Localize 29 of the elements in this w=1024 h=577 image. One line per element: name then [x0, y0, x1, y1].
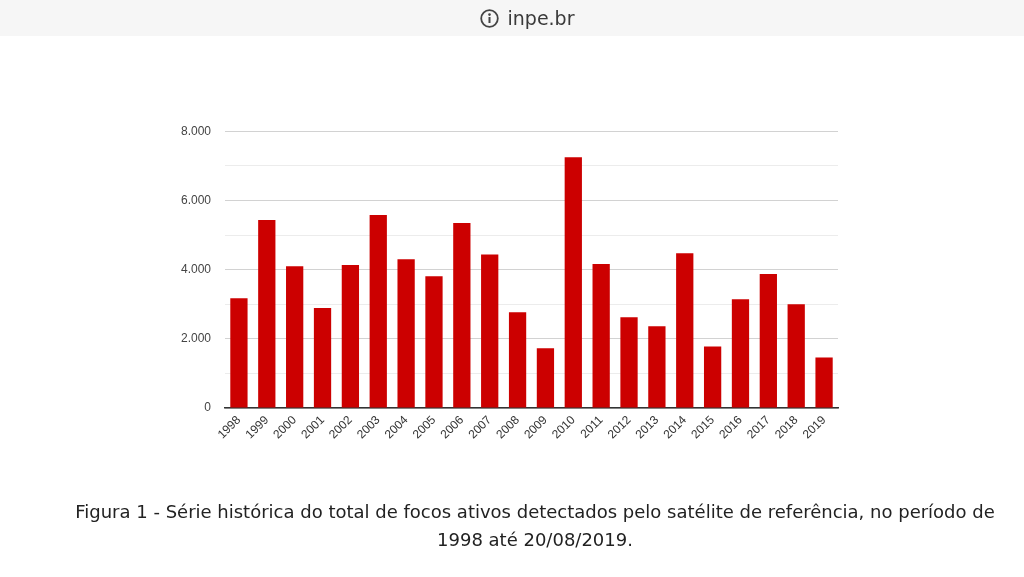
bar — [425, 276, 443, 408]
bar — [815, 357, 833, 408]
bar — [620, 317, 638, 408]
text: inpe.br — [507, 7, 575, 29]
bar — [536, 348, 555, 408]
bar — [453, 222, 471, 408]
bar — [341, 265, 360, 408]
bar — [369, 214, 387, 408]
bar — [703, 346, 722, 408]
bar — [759, 274, 777, 408]
bar — [648, 326, 666, 408]
bar — [481, 254, 499, 408]
y-tick-label: 4.000 — [180, 261, 212, 276]
y-tick-label: 2.000 — [180, 331, 212, 346]
bar — [787, 304, 805, 408]
bar — [731, 299, 750, 408]
text: Figura 1 - Série histórica do total de focos ativos detectados pelo satélite de referência, no período de 1998 até 20/08/2019. — [74, 500, 996, 552]
bar — [258, 220, 276, 408]
bar — [564, 157, 582, 408]
y-tick-label: 0 — [204, 400, 212, 415]
bar — [286, 266, 304, 408]
bar — [230, 298, 248, 408]
bar — [508, 312, 527, 408]
y-tick-label: 6.000 — [180, 192, 212, 207]
bar — [397, 259, 415, 408]
y-tick-label: 8.000 — [180, 123, 212, 138]
bar — [592, 264, 610, 408]
bar — [313, 308, 332, 408]
bar — [676, 253, 694, 408]
